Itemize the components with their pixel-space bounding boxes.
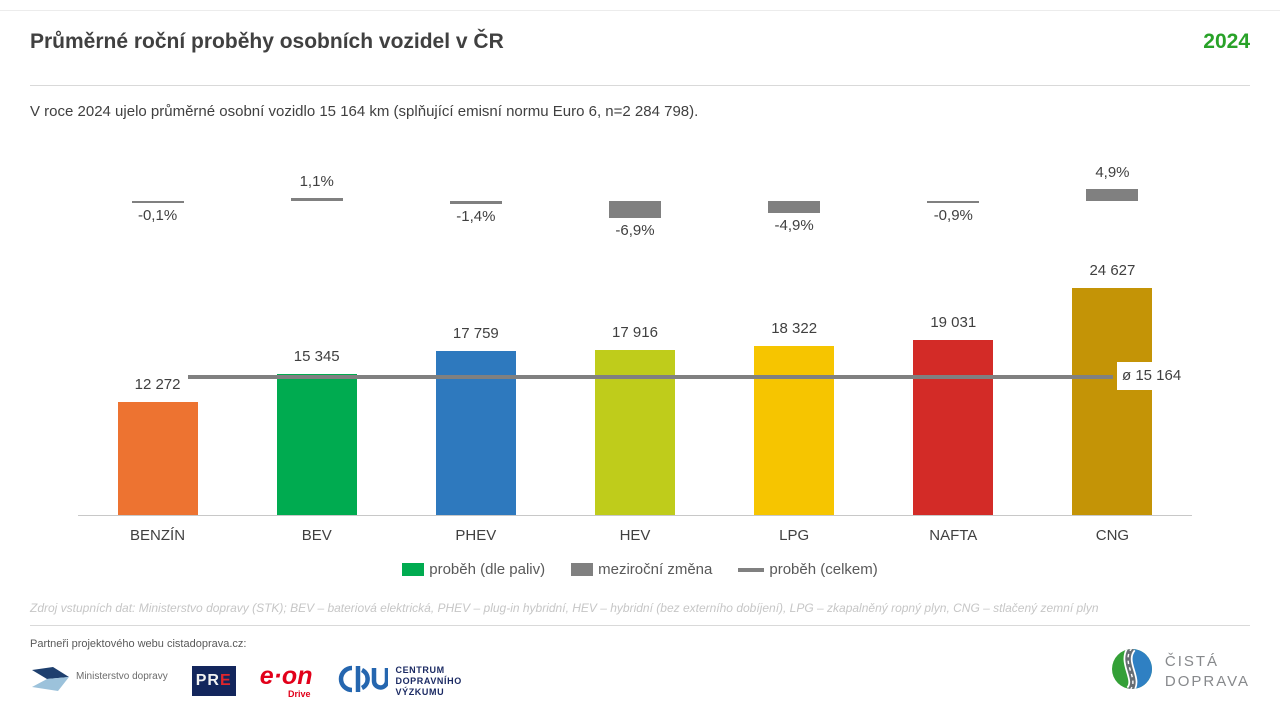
fuel-bar-BEV	[276, 374, 357, 515]
header-divider	[30, 85, 1250, 86]
change-bar-BENZÍN	[131, 201, 184, 203]
change-value-CNG: 4,9%	[1095, 164, 1130, 181]
average-line	[188, 375, 1113, 379]
category-label-LPG: LPG	[779, 527, 810, 544]
cista-doprava-wordmark: ČISTÁ DOPRAVA	[1164, 652, 1250, 690]
category-label-PHEV: PHEV	[455, 527, 497, 544]
legend-item-change: meziroční změna	[571, 561, 712, 578]
logo-ministerstvo-dopravy: Ministerstvo dopravy	[30, 665, 168, 698]
legend-item-fuel: proběh (dle paliv)	[402, 561, 545, 578]
page-title: Průměrné roční proběhy osobních vozidel …	[30, 30, 504, 53]
partners-label: Partneři projektového webu cistadoprava.…	[30, 638, 247, 650]
change-value-BEV: 1,1%	[299, 173, 334, 190]
fuel-bar-NAFTA	[913, 340, 994, 515]
ministerstvo-arrow-icon	[30, 665, 70, 698]
change-bar-NAFTA	[927, 201, 980, 203]
legend-swatch-fuel	[402, 563, 425, 576]
cdv-mark-icon	[336, 662, 390, 701]
change-bar-CNG	[1086, 189, 1139, 201]
change-bar-HEV	[609, 201, 661, 218]
category-label-CNG: CNG	[1095, 527, 1130, 544]
category-label-HEV: HEV	[619, 527, 651, 544]
change-value-BENZÍN: -0,1%	[137, 207, 178, 224]
bar-value-LPG: 18 322	[771, 320, 818, 337]
legend-label-fuel: proběh (dle paliv)	[429, 561, 546, 578]
change-bar-BEV	[290, 198, 343, 201]
fuel-bar-CNG	[1072, 288, 1153, 515]
category-label-BEV: BEV	[301, 527, 332, 544]
logo-cista-doprava: ČISTÁ DOPRAVA	[1111, 648, 1250, 695]
change-bar-LPG	[768, 201, 821, 213]
change-value-PHEV: -1,4%	[456, 208, 496, 225]
partner-logos-row: Ministerstvo dopravy PR E e·on Drive CENT…	[30, 660, 462, 702]
change-value-LPG: -4,9%	[774, 217, 814, 234]
pre-letter-red: E	[219, 672, 232, 689]
category-label-NAFTA: NAFTA	[929, 527, 978, 544]
bar-value-BEV: 15 345	[293, 348, 340, 365]
top-border-line	[0, 10, 1280, 11]
eon-drive-label: Drive	[287, 688, 311, 699]
logo-pre: PR E	[191, 666, 236, 696]
legend-item-total: proběh (celkem)	[738, 561, 878, 578]
chart-legend: proběh (dle paliv) meziroční změna probě…	[0, 561, 1280, 578]
cista-doprava-road-icon	[1111, 648, 1153, 695]
change-bar-PHEV	[449, 201, 502, 204]
fuel-bar-LPG	[754, 346, 835, 515]
bar-value-PHEV: 17 759	[452, 325, 499, 342]
legend-label-total: proběh (celkem)	[769, 561, 878, 578]
bar-value-BENZÍN: 12 272	[134, 376, 181, 393]
legend-swatch-change	[571, 563, 594, 576]
bar-value-NAFTA: 19 031	[930, 314, 977, 331]
logo-eon: e·on Drive	[259, 661, 313, 699]
legend-swatch-total-line	[738, 567, 765, 572]
chart-subtitle: V roce 2024 ujelo průměrné osobní vozidl…	[30, 103, 699, 120]
category-label-BENZÍN: BENZÍN	[130, 527, 186, 544]
cdv-text: CENTRUM DOPRAVNÍHO VÝZKUMU	[395, 664, 462, 697]
pre-letters-white: PR	[195, 672, 220, 689]
change-value-HEV: -6,9%	[615, 222, 655, 239]
bar-value-CNG: 24 627	[1089, 262, 1136, 279]
bar-value-HEV: 17 916	[612, 324, 658, 341]
logo-cdv: CENTRUM DOPRAVNÍHO VÝZKUMU	[336, 662, 461, 701]
legend-label-change: meziroční změna	[598, 561, 713, 578]
eon-wordmark: e·on	[259, 661, 313, 690]
average-line-label: ø 15 164	[1117, 362, 1197, 390]
ministerstvo-label: Ministerstvo dopravy	[76, 670, 168, 682]
footer-divider	[30, 625, 1250, 626]
change-value-NAFTA: -0,9%	[933, 207, 973, 224]
source-footnote: Zdroj vstupních dat: Ministerstvo doprav…	[30, 601, 1099, 615]
fuel-bar-BENZÍN	[117, 402, 198, 515]
x-axis-line	[78, 515, 1192, 516]
year-badge: 2024	[1203, 30, 1250, 53]
